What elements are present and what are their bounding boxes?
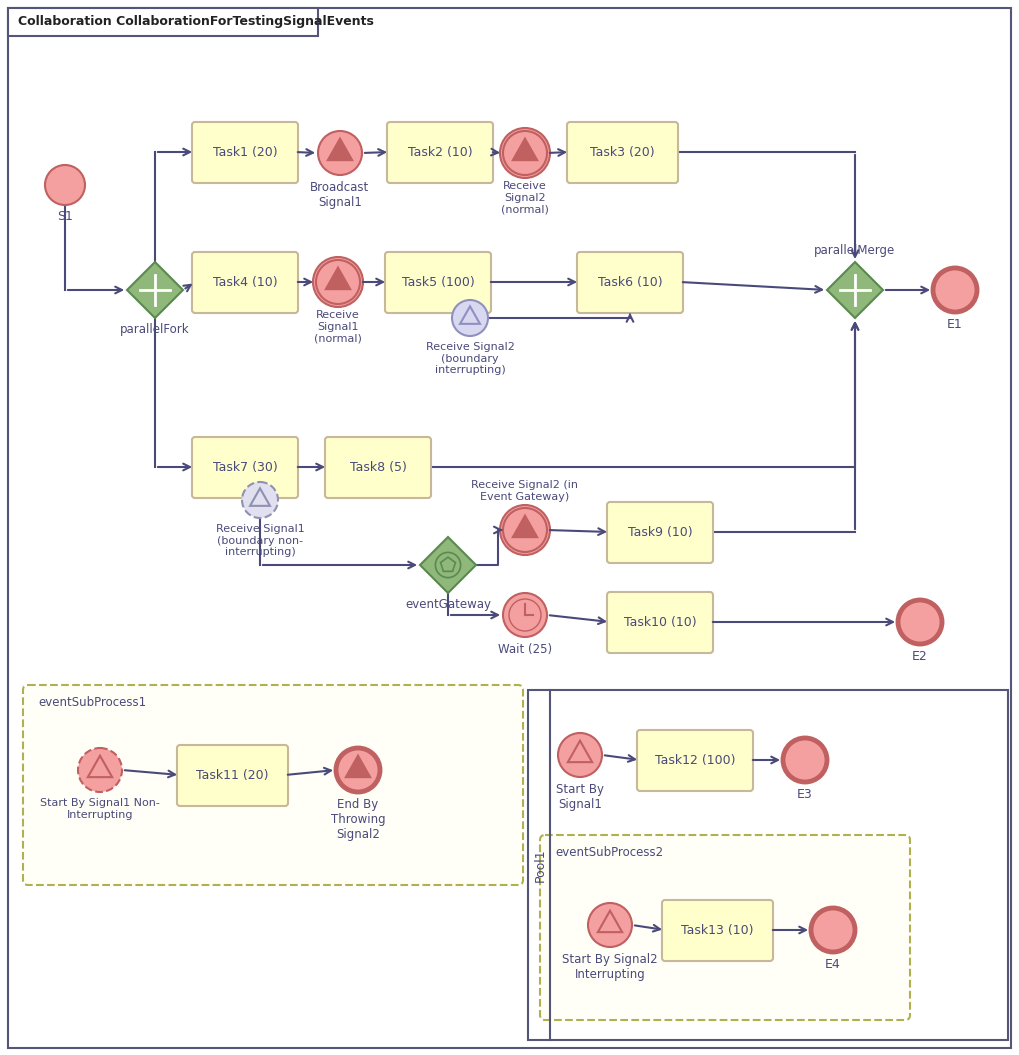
Text: Wait (25): Wait (25) xyxy=(498,642,552,656)
Text: eventGateway: eventGateway xyxy=(405,598,491,611)
Circle shape xyxy=(503,131,547,175)
Circle shape xyxy=(336,748,380,792)
Text: Task11 (20): Task11 (20) xyxy=(197,769,269,782)
FancyBboxPatch shape xyxy=(540,835,910,1020)
Text: Task4 (10): Task4 (10) xyxy=(213,276,277,289)
Polygon shape xyxy=(513,516,537,537)
Text: E4: E4 xyxy=(825,958,841,971)
Circle shape xyxy=(588,903,632,947)
Text: Start By Signal1 Non-
Interrupting: Start By Signal1 Non- Interrupting xyxy=(40,798,160,820)
Text: Start By
Signal1: Start By Signal1 xyxy=(556,783,604,811)
Circle shape xyxy=(933,268,977,312)
Text: Receive Signal2
(boundary
interrupting): Receive Signal2 (boundary interrupting) xyxy=(426,342,515,376)
Polygon shape xyxy=(513,138,537,160)
Circle shape xyxy=(242,482,278,518)
Text: E2: E2 xyxy=(912,650,928,663)
Text: E3: E3 xyxy=(797,788,813,801)
Circle shape xyxy=(78,748,122,792)
Polygon shape xyxy=(420,537,476,593)
Text: Start By Signal2
Interrupting: Start By Signal2 Interrupting xyxy=(562,953,658,981)
Circle shape xyxy=(898,600,942,644)
FancyBboxPatch shape xyxy=(662,900,773,961)
Polygon shape xyxy=(127,262,183,318)
Text: Pool1: Pool1 xyxy=(534,848,546,882)
FancyBboxPatch shape xyxy=(192,122,298,183)
Text: Receive
Signal1
(normal): Receive Signal1 (normal) xyxy=(314,310,362,343)
Text: End By
Throwing
Signal2: End By Throwing Signal2 xyxy=(331,798,385,841)
Text: Collaboration CollaborationForTestingSignalEvents: Collaboration CollaborationForTestingSig… xyxy=(18,16,374,28)
Circle shape xyxy=(45,165,85,205)
FancyBboxPatch shape xyxy=(8,8,318,36)
FancyBboxPatch shape xyxy=(325,437,431,498)
Text: Task1 (20): Task1 (20) xyxy=(213,146,277,159)
Text: Task5 (100): Task5 (100) xyxy=(401,276,475,289)
Circle shape xyxy=(811,908,855,952)
Text: eventSubProcess2: eventSubProcess2 xyxy=(555,845,663,859)
FancyBboxPatch shape xyxy=(23,685,523,885)
Text: Task10 (10): Task10 (10) xyxy=(624,616,696,629)
FancyBboxPatch shape xyxy=(637,730,753,791)
Text: Task13 (10): Task13 (10) xyxy=(682,924,754,937)
Circle shape xyxy=(503,509,547,552)
FancyBboxPatch shape xyxy=(567,122,678,183)
Text: S1: S1 xyxy=(57,210,73,223)
FancyBboxPatch shape xyxy=(607,592,713,653)
Circle shape xyxy=(500,505,550,555)
Text: Task2 (10): Task2 (10) xyxy=(408,146,473,159)
Text: eventSubProcess1: eventSubProcess1 xyxy=(38,695,146,709)
FancyBboxPatch shape xyxy=(607,502,713,563)
FancyBboxPatch shape xyxy=(528,690,1008,1040)
Circle shape xyxy=(783,738,827,782)
FancyBboxPatch shape xyxy=(385,252,491,313)
Circle shape xyxy=(452,300,488,335)
Text: Task12 (100): Task12 (100) xyxy=(655,754,736,767)
Text: E1: E1 xyxy=(947,318,963,331)
Circle shape xyxy=(558,733,602,776)
Text: Receive Signal2 (in
Event Gateway): Receive Signal2 (in Event Gateway) xyxy=(472,480,579,502)
Text: Receive
Signal2
(normal): Receive Signal2 (normal) xyxy=(501,181,549,214)
Polygon shape xyxy=(827,262,883,318)
Circle shape xyxy=(503,593,547,637)
Circle shape xyxy=(313,257,363,307)
Circle shape xyxy=(500,128,550,178)
Text: Task6 (10): Task6 (10) xyxy=(598,276,662,289)
Text: parallelMerge: parallelMerge xyxy=(814,244,896,257)
FancyBboxPatch shape xyxy=(177,745,288,806)
Polygon shape xyxy=(326,268,351,289)
Circle shape xyxy=(316,260,360,304)
Text: Task9 (10): Task9 (10) xyxy=(628,526,692,539)
FancyBboxPatch shape xyxy=(192,252,298,313)
Polygon shape xyxy=(345,755,370,778)
Text: Task8 (5): Task8 (5) xyxy=(350,461,407,474)
Polygon shape xyxy=(328,138,353,160)
FancyBboxPatch shape xyxy=(577,252,683,313)
FancyBboxPatch shape xyxy=(192,437,298,498)
FancyBboxPatch shape xyxy=(387,122,493,183)
Text: Task7 (30): Task7 (30) xyxy=(213,461,277,474)
Circle shape xyxy=(318,131,362,175)
Text: Task3 (20): Task3 (20) xyxy=(590,146,655,159)
FancyBboxPatch shape xyxy=(8,8,1011,1048)
Text: parallelFork: parallelFork xyxy=(120,323,190,335)
Text: Receive Signal1
(boundary non-
interrupting): Receive Signal1 (boundary non- interrupt… xyxy=(216,524,305,557)
Text: Broadcast
Signal1: Broadcast Signal1 xyxy=(311,181,370,209)
